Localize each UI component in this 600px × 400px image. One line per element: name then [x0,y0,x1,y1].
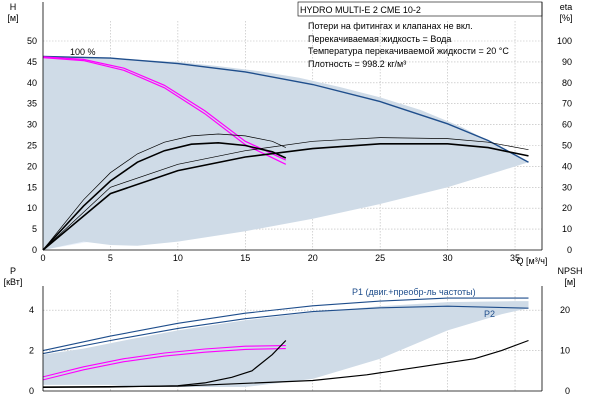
y-tick-label-left: 5 [32,224,37,234]
y-tick-label-left: 15 [27,182,37,192]
y-axis-label-right: eta [%] [559,2,572,23]
chart-title: HYDRO MULTI-E 2 CME 10-2 [300,5,421,15]
y-tick-label-right: 10 [560,346,570,356]
y-tick-label-right: 0 [567,245,572,255]
operating-range-area [43,57,529,251]
p1-curve [42,297,529,352]
y-tick-label-right: 40 [562,161,572,171]
y-tick-label-right: 60 [562,120,572,130]
efficiency-curve [42,133,286,251]
head-curve [42,56,287,161]
legend-p1: P1 (двиг.+преобр-ль частоты) [352,287,476,297]
notes: Потери на фитингах и клапанах не вкл. Пе… [308,21,509,69]
power-npsh-panel: 0 2 4 0 10 20 P1 (двиг.+преобр-ль частоты) P2… [4,266,583,396]
speed-curve-label: 100 % [70,47,96,57]
y-tick-label-right: 100 [557,36,572,46]
y-tick-label-left: 45 [27,57,37,67]
y-tick-label-left: 30 [27,120,37,130]
x-tick-label: 20 [308,253,318,263]
x-tick-label: 30 [443,253,453,263]
y-tick-label-right: 20 [562,203,572,213]
y-tick-label-right: 30 [562,182,572,192]
head-efficiency-panel: 0 5 10 15 20 25 30 35 0 5 10 15 20 25 30 35 40 45 50 0 10 20 3… [7,1,573,266]
x-tick-label: 0 [40,253,45,263]
title-box [297,1,543,17]
y-tick-label-right: 80 [562,78,572,88]
note-line: Температура перекачиваемой жидкости = 20… [308,46,509,56]
y-tick-label-left: 35 [27,99,37,109]
note-line: Перекачиваемая жидкость = Вода [308,34,451,44]
y-axis-label-left: P [кВт] [4,266,23,287]
x-tick-label: 15 [240,253,250,263]
x-tick-label: 25 [375,253,385,263]
y-tick-label-right: 90 [562,57,572,67]
y-tick-label-right: 10 [562,224,572,234]
y-tick-label-left: 0 [32,245,37,255]
head-curve [42,55,529,163]
x-tick-label: 10 [173,253,183,263]
y-tick-label-right: 0 [565,386,570,396]
operating-range-area [43,301,529,387]
p2-curve [42,305,529,355]
x-tick-label: 35 [510,253,520,263]
y-tick-label-left: 4 [29,305,34,315]
y-tick-label-left: 20 [27,161,37,171]
y-tick-label-left: 2 [29,346,34,356]
y-axis-label-right: NPSH [м] [557,266,582,287]
y-tick-label-left: 25 [27,141,37,151]
y-tick-label-left: 10 [27,203,37,213]
power-curve [42,348,286,381]
power-curve [42,345,286,378]
y-tick-label-right: 50 [562,141,572,151]
x-axis-label: Q [м³/ч] [517,256,548,266]
y-tick-label-left: 0 [29,386,34,396]
efficiency-curve [42,141,287,251]
y-axis-label-left: H [м] [7,2,18,23]
y-tick-label-left: 40 [27,78,37,88]
npsh-curve [42,339,529,388]
y-tick-label-right: 70 [562,99,572,109]
x-tick-label: 5 [108,253,113,263]
y-tick-label-right: 20 [560,305,570,315]
efficiency-curve [42,137,529,251]
legend-p2: P2 [484,309,495,319]
efficiency-curve [42,143,529,251]
note-line: Потери на фитингах и клапанах не вкл. [308,21,473,31]
note-line: Плотность = 998.2 кг/м³ [308,59,406,69]
y-tick-label-left: 50 [27,36,37,46]
